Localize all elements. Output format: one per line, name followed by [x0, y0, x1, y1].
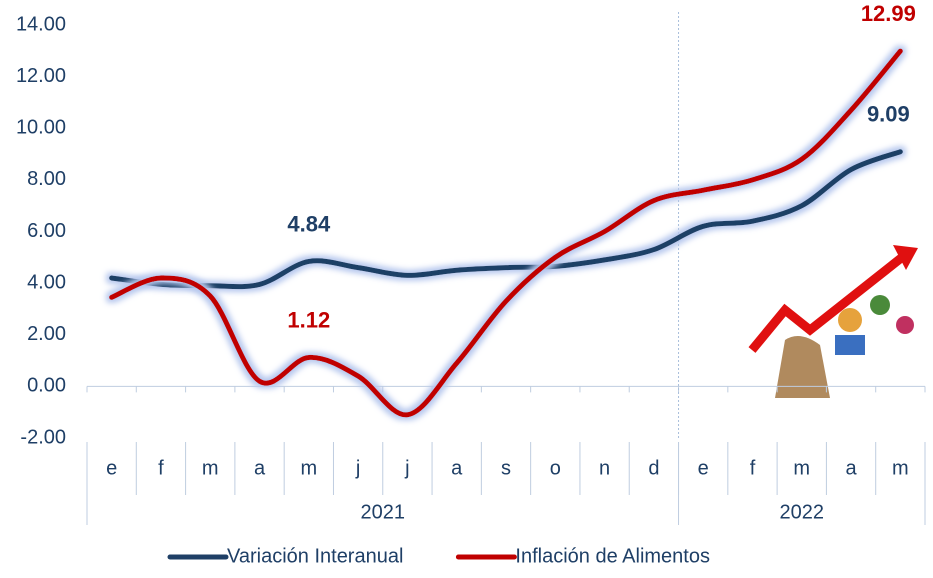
x-tick-label: o [550, 457, 561, 479]
legend-label: Inflación de Alimentos [515, 545, 710, 567]
x-tick-label: e [106, 457, 117, 479]
y-tick-label: 10.00 [16, 117, 66, 139]
group-label: 2022 [780, 501, 825, 523]
x-tick-label: a [845, 457, 857, 479]
y-tick-label: 0.00 [27, 375, 66, 397]
legend-label: Variación Interanual [227, 545, 403, 567]
y-tick-label: 12.00 [16, 65, 66, 87]
grocery-item [896, 316, 914, 334]
grocery-item [870, 295, 890, 315]
grocery-item [838, 308, 862, 332]
x-tick-label: a [451, 457, 463, 479]
x-tick-label: m [202, 457, 219, 479]
x-tick-label: j [355, 457, 360, 479]
grocery-bag [775, 336, 830, 398]
x-tick-label: j [404, 457, 409, 479]
x-tick-label: m [300, 457, 317, 479]
y-tick-label: 4.00 [27, 271, 66, 293]
data-label: 9.09 [867, 102, 910, 127]
grocery-item [835, 335, 865, 355]
page: {"chart_data": { "type": "line", "catego… [0, 0, 933, 573]
y-tick-label: -2.00 [20, 426, 66, 448]
x-tick-label: m [793, 457, 810, 479]
x-tick-label: f [750, 457, 756, 479]
decoration [752, 245, 918, 398]
x-tick-label: n [599, 457, 610, 479]
x-tick-label: a [254, 457, 266, 479]
x-tick-label: d [648, 457, 659, 479]
data-label: 1.12 [287, 307, 330, 332]
group-label: 2021 [361, 501, 406, 523]
x-tick-label: m [892, 457, 909, 479]
chart: -2.00 0.00 2.00 4.00 6.00 8.00 10.00 12.00 14.00… [0, 0, 933, 573]
x-tick-label: s [501, 457, 511, 479]
y-tick-label: 14.00 [16, 13, 66, 35]
x-tick-label: e [698, 457, 709, 479]
y-tick-label: 8.00 [27, 168, 66, 190]
x-tick-label: f [158, 457, 164, 479]
data-label: 12.99 [861, 1, 916, 26]
y-tick-label: 6.00 [27, 220, 66, 242]
data-label: 4.84 [287, 211, 331, 236]
y-tick-label: 2.00 [27, 323, 66, 345]
